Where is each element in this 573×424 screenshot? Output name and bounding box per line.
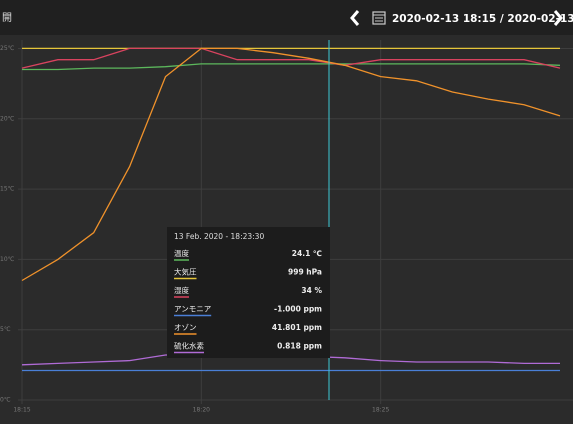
tooltip-series-name: オゾン bbox=[174, 323, 197, 332]
y-tick-label: 25℃ bbox=[0, 45, 15, 52]
tooltip-series-name: 温度 bbox=[174, 248, 189, 258]
series-line bbox=[22, 63, 561, 71]
calendar-icon[interactable] bbox=[372, 11, 386, 25]
plot-area: 0℃ 5℃ 10℃ 15℃ 20℃ 25℃ 18:15 18:20 18:25 bbox=[0, 40, 573, 414]
tooltip-value: -1.000 ppm bbox=[274, 305, 322, 314]
tooltip-value: 999 hPa bbox=[288, 268, 322, 277]
tooltip-series-name: 大気圧 bbox=[174, 267, 197, 277]
y-tick-label: 0℃ bbox=[0, 397, 11, 404]
tooltip-title: 13 Feb. 2020 - 18:23:30 bbox=[174, 232, 264, 241]
y-tick-label: 10℃ bbox=[0, 256, 15, 263]
date-range[interactable]: 2020-02-13 18:15 / 2020-02-13 18:30 bbox=[392, 13, 573, 25]
x-tick-label: 18:15 bbox=[13, 407, 30, 414]
y-tick-label: 20℃ bbox=[0, 115, 15, 122]
prev-button[interactable] bbox=[350, 10, 360, 26]
tooltip-value: 0.818 ppm bbox=[277, 342, 322, 351]
x-tick-label: 18:25 bbox=[372, 407, 389, 414]
series-line bbox=[21, 47, 561, 69]
toolbar-label: 開 bbox=[2, 12, 12, 24]
tooltip-value: 34 % bbox=[301, 286, 322, 295]
tooltip: 13 Feb. 2020 - 18:23:30 温度 24.1 ℃ 大気圧 999 h… bbox=[167, 227, 330, 358]
y-tick-label: 5℃ bbox=[0, 326, 11, 333]
tooltip-series-name: 硫化水素 bbox=[174, 341, 204, 351]
x-tick-label: 18:20 bbox=[193, 407, 210, 414]
next-button[interactable] bbox=[553, 10, 563, 26]
tooltip-value: 24.1 ℃ bbox=[292, 249, 322, 258]
tooltip-series-name: 湿度 bbox=[174, 285, 189, 295]
tooltip-box bbox=[167, 227, 330, 358]
series-line bbox=[21, 47, 561, 282]
y-tick-label: 15℃ bbox=[0, 186, 15, 193]
tooltip-value: 41.801 ppm bbox=[272, 323, 322, 332]
tooltip-series-name: アンモニア bbox=[174, 305, 211, 314]
toolbar bbox=[0, 0, 573, 35]
